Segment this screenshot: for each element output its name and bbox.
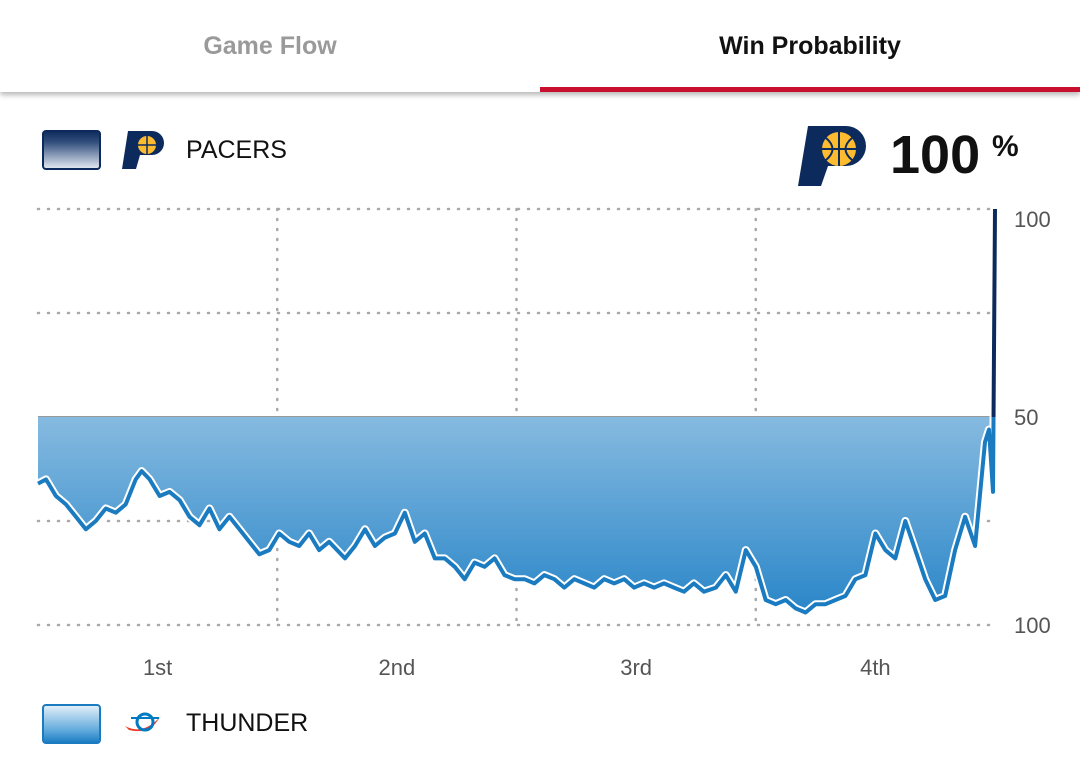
y-tick-label: 50 bbox=[1014, 405, 1038, 430]
x-tick-label: 3rd bbox=[620, 655, 652, 680]
leader-probability: 100 bbox=[890, 125, 980, 185]
team-logo bbox=[125, 712, 161, 732]
tab-active[interactable]: Win Probability bbox=[540, 0, 1080, 92]
legend-swatch bbox=[42, 130, 101, 170]
y-tick-label: 100 bbox=[1014, 207, 1051, 232]
legend-label: THUNDER bbox=[186, 709, 308, 737]
leader-unit: % bbox=[992, 130, 1019, 163]
legend-label: PACERS bbox=[186, 136, 287, 164]
tab[interactable]: Game Flow bbox=[203, 31, 337, 60]
tab-bar: Game Flow Win Probability bbox=[0, 0, 1080, 92]
y-tick-label: 100 bbox=[1014, 613, 1051, 638]
leader-logo bbox=[798, 126, 866, 186]
x-tick-label: 4th bbox=[860, 655, 891, 680]
legend-swatch bbox=[42, 704, 101, 744]
x-tick-label: 2nd bbox=[379, 655, 416, 680]
x-tick-label: 1st bbox=[143, 655, 172, 680]
line bbox=[37, 417, 996, 615]
team-logo bbox=[122, 131, 164, 169]
